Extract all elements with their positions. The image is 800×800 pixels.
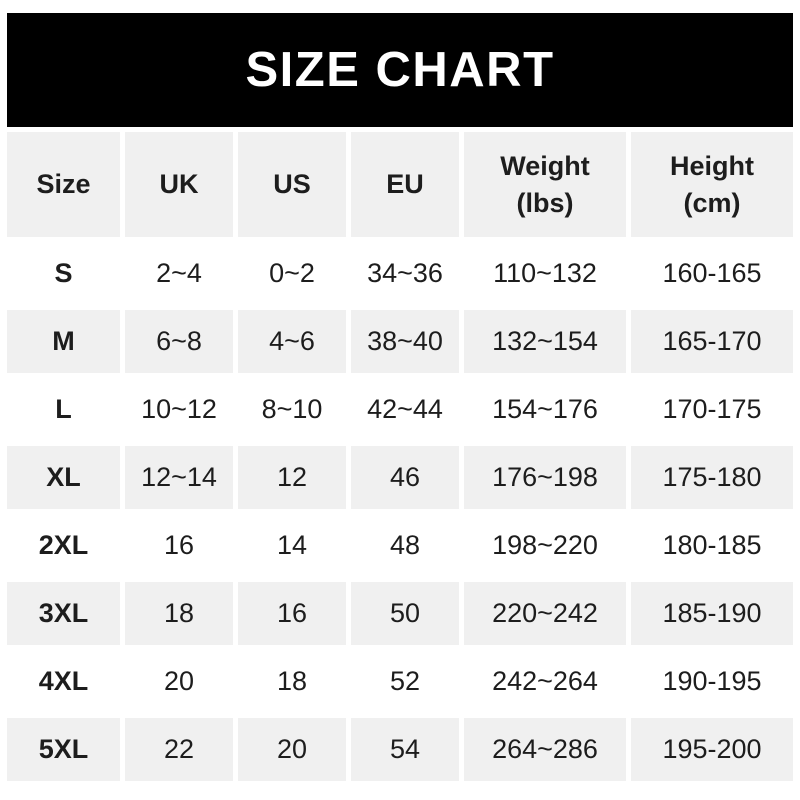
eu-cell: 48 [351, 514, 459, 577]
column-header-us: US [238, 132, 346, 237]
page-title: SIZE CHART [245, 43, 555, 97]
us-cell: 18 [238, 650, 346, 713]
size-cell: M [7, 310, 120, 373]
eu-cell: 34~36 [351, 242, 459, 305]
size-cell: 4XL [7, 650, 120, 713]
eu-cell: 50 [351, 582, 459, 645]
column-header-size: Size [7, 132, 120, 237]
us-cell: 16 [238, 582, 346, 645]
eu-cell: 38~40 [351, 310, 459, 373]
weight-cell: 132~154 [464, 310, 626, 373]
eu-cell: 42~44 [351, 378, 459, 441]
weight-cell: 220~242 [464, 582, 626, 645]
height-cell: 190-195 [631, 650, 793, 713]
height-cell: 175-180 [631, 446, 793, 509]
size-cell: 5XL [7, 718, 120, 781]
weight-cell: 176~198 [464, 446, 626, 509]
us-cell: 12 [238, 446, 346, 509]
us-cell: 4~6 [238, 310, 346, 373]
us-cell: 14 [238, 514, 346, 577]
uk-cell: 16 [125, 514, 233, 577]
eu-cell: 52 [351, 650, 459, 713]
us-cell: 0~2 [238, 242, 346, 305]
us-cell: 20 [238, 718, 346, 781]
uk-cell: 6~8 [125, 310, 233, 373]
size-cell: 3XL [7, 582, 120, 645]
height-cell: 180-185 [631, 514, 793, 577]
weight-cell: 154~176 [464, 378, 626, 441]
height-cell: 165-170 [631, 310, 793, 373]
weight-cell: 242~264 [464, 650, 626, 713]
column-header-uk: UK [125, 132, 233, 237]
size-table: Size UK US EU Weight (lbs) Height (cm) S… [7, 132, 793, 781]
column-header-height: Height (cm) [631, 132, 793, 237]
uk-cell: 2~4 [125, 242, 233, 305]
column-header-eu: EU [351, 132, 459, 237]
size-cell: XL [7, 446, 120, 509]
banner: SIZE CHART [7, 13, 793, 127]
height-cell: 160-165 [631, 242, 793, 305]
size-cell: L [7, 378, 120, 441]
uk-cell: 22 [125, 718, 233, 781]
weight-cell: 198~220 [464, 514, 626, 577]
eu-cell: 54 [351, 718, 459, 781]
height-cell: 185-190 [631, 582, 793, 645]
size-cell: S [7, 242, 120, 305]
eu-cell: 46 [351, 446, 459, 509]
height-cell: 195-200 [631, 718, 793, 781]
uk-cell: 10~12 [125, 378, 233, 441]
size-cell: 2XL [7, 514, 120, 577]
uk-cell: 12~14 [125, 446, 233, 509]
height-cell: 170-175 [631, 378, 793, 441]
weight-cell: 110~132 [464, 242, 626, 305]
us-cell: 8~10 [238, 378, 346, 441]
uk-cell: 20 [125, 650, 233, 713]
column-header-weight: Weight (lbs) [464, 132, 626, 237]
weight-cell: 264~286 [464, 718, 626, 781]
uk-cell: 18 [125, 582, 233, 645]
